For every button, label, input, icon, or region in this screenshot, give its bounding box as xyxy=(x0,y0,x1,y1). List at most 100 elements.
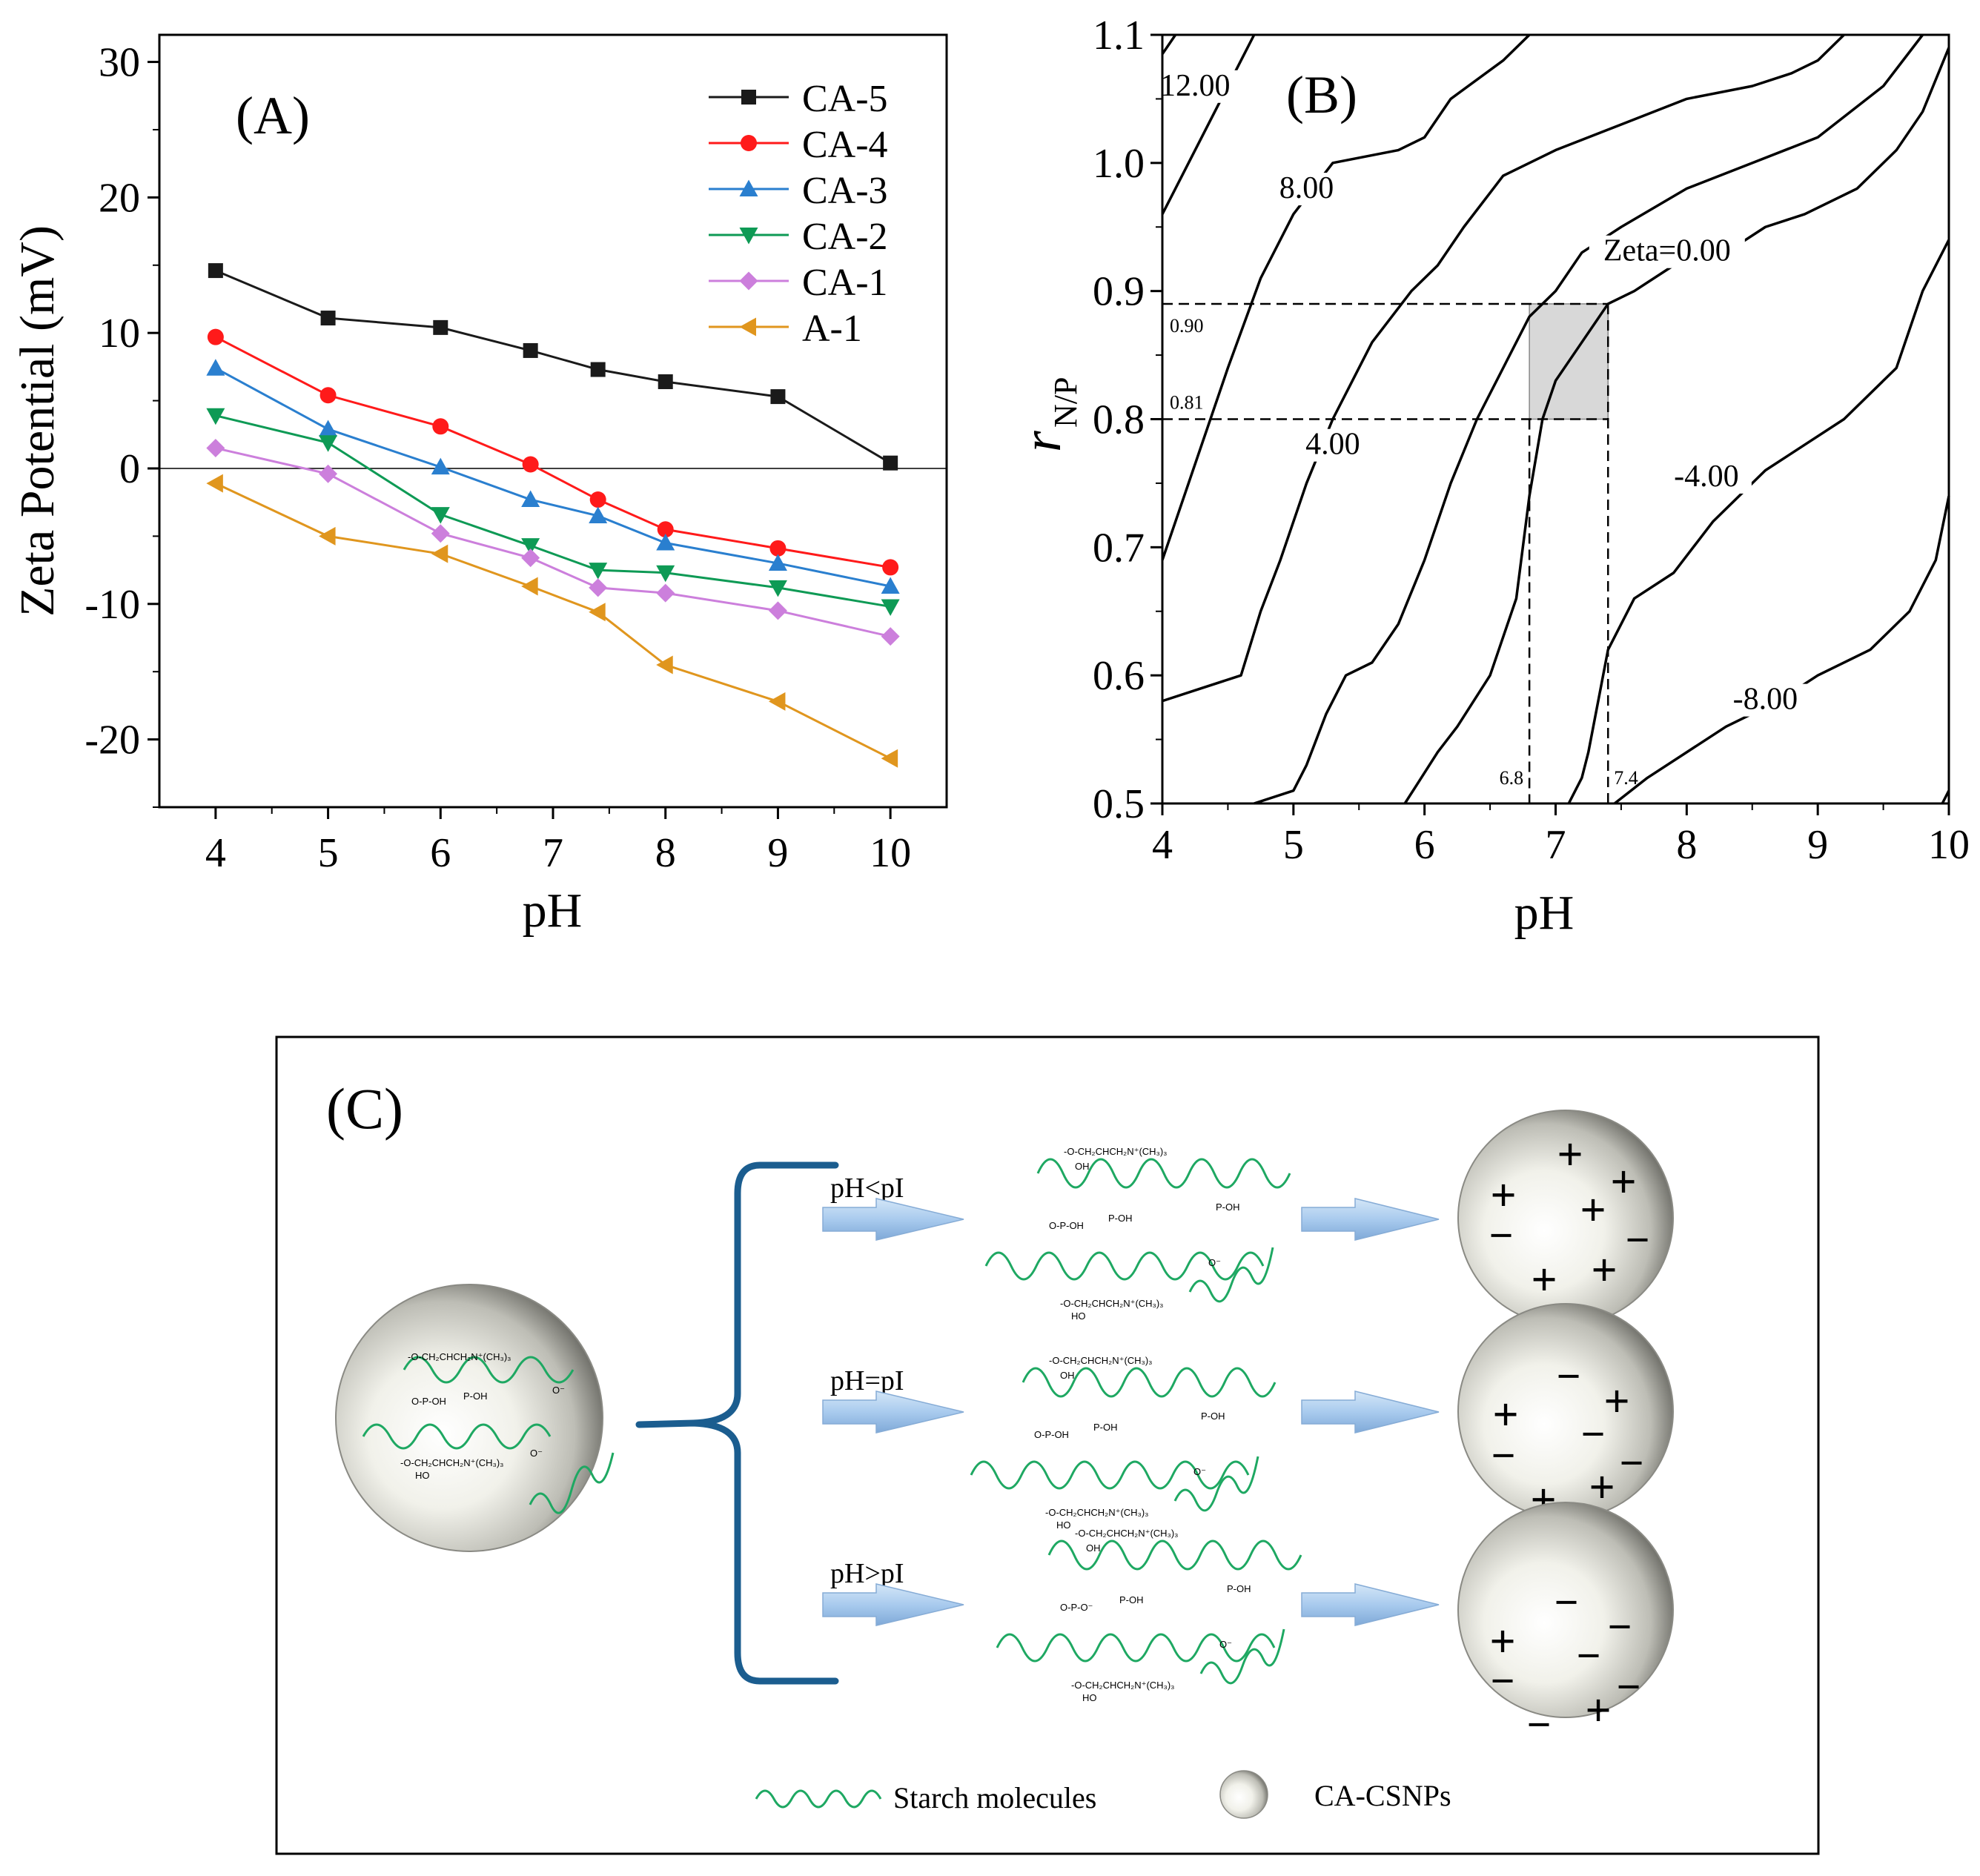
x-tick-label: 7 xyxy=(1546,822,1566,868)
negative-charge-sign: − xyxy=(1625,1216,1649,1264)
contour-line xyxy=(1254,33,1924,805)
x-tick-label: 4 xyxy=(1152,822,1173,868)
data-point xyxy=(882,559,899,576)
contour-label: Zeta=0.00 xyxy=(1603,234,1731,268)
data-point xyxy=(206,439,225,458)
guide-value-label: 7.4 xyxy=(1614,767,1638,789)
series-line xyxy=(215,482,891,760)
process-arrow xyxy=(1301,1198,1440,1241)
series-ca-1 xyxy=(206,439,900,646)
data-point xyxy=(319,526,336,546)
chem-oh-label: OH xyxy=(1086,1542,1101,1554)
contour-label-bg xyxy=(1720,683,1811,717)
negative-charge-sign: − xyxy=(1489,1211,1513,1259)
data-point xyxy=(656,565,675,583)
series-a-1 xyxy=(206,474,898,768)
starch-chain xyxy=(1022,1367,1277,1398)
legend-marker xyxy=(739,179,758,196)
y-tick-label: 0.5 xyxy=(1093,781,1145,827)
chem-ho-label: HO xyxy=(1056,1519,1071,1531)
data-point xyxy=(883,455,898,471)
chem-o-minus-label: O⁻ xyxy=(1219,1639,1232,1650)
contour-line xyxy=(1161,34,1256,215)
contour-label-bg xyxy=(1150,70,1241,103)
data-point xyxy=(431,507,450,524)
panel-c-label: (C) xyxy=(326,1076,403,1141)
legend-label: CA-1 xyxy=(802,262,888,304)
contour-label-bg xyxy=(1295,428,1370,462)
data-point xyxy=(521,577,538,596)
x-tick-label: 10 xyxy=(870,830,911,876)
guide-value-label: 0.81 xyxy=(1170,392,1204,414)
contour-line xyxy=(1161,33,1531,561)
data-point xyxy=(589,578,608,597)
positive-charge-sign: + xyxy=(1531,1255,1557,1305)
x-tick-label: 10 xyxy=(1928,822,1970,868)
positive-charge-sign: + xyxy=(1580,1185,1606,1236)
chem-o-minus-label: O⁻ xyxy=(1193,1466,1206,1477)
chem-p-label: O-P-OH xyxy=(1049,1220,1084,1231)
negative-charge-sign: − xyxy=(1580,1410,1605,1458)
series-ca-2 xyxy=(206,408,900,616)
condition-label: pH<pI xyxy=(830,1173,904,1204)
chem-quat-label: -O-CH₂CHCH₂N⁺(CH₃)₃ xyxy=(408,1351,511,1362)
condition-row-2: pH=pI -O-CH₂CHCH₂N⁺(CH₃)₃ OH O-P-OH P-OH P-OH… xyxy=(822,1303,1674,1531)
data-point xyxy=(206,474,223,493)
y-tick-label: 1.1 xyxy=(1093,13,1145,59)
y-tick-label: 0.7 xyxy=(1093,525,1145,571)
panel-b-x-axis-title: pH xyxy=(1514,886,1575,940)
data-point xyxy=(206,359,225,376)
chem-quat-label: -O-CH₂CHCH₂N⁺(CH₃)₃ xyxy=(1071,1680,1174,1691)
series-line xyxy=(215,367,891,588)
negative-charge-sign: − xyxy=(1576,1631,1600,1680)
data-point xyxy=(768,601,787,620)
positive-charge-sign: + xyxy=(1490,1170,1516,1221)
legend-marker xyxy=(741,135,757,151)
starch-chain xyxy=(984,1251,1265,1281)
starch-legend-label: Starch molecules xyxy=(893,1781,1096,1814)
panel-c-frame xyxy=(275,1035,1820,1855)
negative-charge-sign: − xyxy=(1554,1578,1578,1626)
negative-charge-sign: − xyxy=(1491,1431,1515,1479)
data-point xyxy=(319,387,337,404)
data-point xyxy=(590,362,606,377)
starch-chain xyxy=(1199,1628,1285,1685)
starch-chain xyxy=(1188,1247,1274,1303)
contour-label: 12.00 xyxy=(1160,69,1231,103)
y-tick-label: -10 xyxy=(85,582,140,628)
panel-a-x-axis-title: pH xyxy=(523,884,583,938)
series-line xyxy=(215,447,891,638)
data-point xyxy=(320,311,336,326)
process-arrow xyxy=(1301,1391,1440,1433)
panel-c-legend: Starch molecules CA-CSNPs xyxy=(755,1770,1451,1819)
negative-charge-sign: − xyxy=(1556,1352,1580,1400)
legend-marker xyxy=(741,90,756,105)
contour-line xyxy=(1403,47,1950,804)
data-point xyxy=(768,692,786,711)
panel-b-axis-ticks: 4 5 6 7 8 9 10 0.5 0.6 0.7 0.8 0.9 1.0 1.1 xyxy=(1093,13,1970,868)
positive-charge-sign: + xyxy=(1489,1617,1515,1667)
positive-charge-sign: + xyxy=(1610,1157,1636,1207)
panel-a-series xyxy=(206,263,900,768)
series-ca-5 xyxy=(208,263,898,471)
series-line xyxy=(215,269,891,464)
chem-ho-label: HO xyxy=(415,1470,430,1481)
condition-row-1: pH<pI -O-CH₂CHCH₂N⁺(CH₃)₃ OH O-P-OH P-OH P-OH… xyxy=(822,1110,1674,1326)
y-tick-label: 20 xyxy=(99,175,140,221)
data-point xyxy=(206,408,225,425)
chem-po-oh-label: P-OH xyxy=(1108,1213,1133,1224)
x-tick-label: 9 xyxy=(767,830,788,876)
data-point xyxy=(207,328,224,345)
chem-po-oh-label: P-OH xyxy=(1093,1422,1118,1433)
panel-b-guide-lines: 0.90 0.81 6.8 7.4 xyxy=(1162,302,1638,803)
panel-b-label: (B) xyxy=(1286,65,1357,125)
large-particle: -O-CH₂CHCH₂N⁺(CH₃)₃ O-P-OH P-OH O⁻ O⁻ -O… xyxy=(335,1284,615,1552)
series-ca-4 xyxy=(207,328,899,576)
starch-chain xyxy=(529,1452,615,1514)
contour-label: 4.00 xyxy=(1305,428,1360,462)
starch-chain xyxy=(362,1423,552,1450)
y-tick-label: 10 xyxy=(99,311,140,357)
x-tick-label: 4 xyxy=(205,830,226,876)
positive-charge-sign: + xyxy=(1492,1390,1518,1440)
data-point xyxy=(881,599,900,616)
